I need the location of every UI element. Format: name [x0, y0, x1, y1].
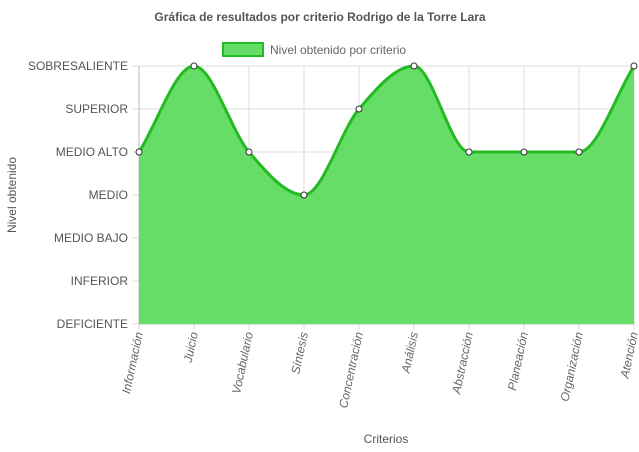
- x-axis-title: Criterios: [364, 432, 409, 446]
- x-tick-label: Abstracción: [449, 330, 476, 396]
- legend-swatch: [222, 42, 264, 57]
- data-point[interactable]: [520, 148, 528, 156]
- x-tick-label: Concentración: [336, 330, 366, 409]
- x-axis-ticks: Información Juicio Vocabulario Síntesis Conc…: [119, 330, 639, 409]
- series-line: [137, 64, 636, 197]
- x-tick-label: Síntesis: [288, 331, 311, 376]
- y-tick-label: DEFICIENTE: [57, 317, 128, 331]
- y-tick-label: SUPERIOR: [65, 102, 128, 116]
- y-tick-label: INFERIOR: [71, 274, 129, 288]
- x-tick-label: Vocabulario: [229, 330, 256, 395]
- x-tick-label: Atención: [617, 330, 639, 380]
- data-point[interactable]: [630, 62, 638, 70]
- legend[interactable]: Nivel obtenido por criterio: [222, 42, 406, 57]
- x-tick-label: Análisis: [398, 331, 421, 375]
- y-tick-label: MEDIO: [89, 188, 128, 202]
- x-tick-label: Juicio: [181, 330, 201, 364]
- y-tick-label: MEDIO BAJO: [54, 231, 128, 245]
- chart-title: Gráfica de resultados por criterio Rodri…: [154, 10, 486, 24]
- data-point[interactable]: [190, 62, 198, 70]
- data-points: [135, 62, 638, 199]
- y-axis-title: Nivel obtenido: [5, 157, 19, 233]
- data-point[interactable]: [300, 191, 308, 199]
- x-tick-label: Planeación: [505, 330, 531, 391]
- legend-label: Nivel obtenido por criterio: [270, 43, 406, 57]
- x-tick-label: Organización: [558, 330, 586, 402]
- plot-area: [137, 64, 636, 324]
- series-area: [139, 66, 634, 324]
- y-tick-label: SOBRESALIENTE: [28, 59, 128, 73]
- y-tick-label: MEDIO ALTO: [56, 145, 128, 159]
- y-axis-ticks: DEFICIENTE INFERIOR MEDIO BAJO MEDIO MEDIO A…: [28, 59, 128, 331]
- data-point[interactable]: [465, 148, 473, 156]
- data-point[interactable]: [135, 148, 143, 156]
- data-point[interactable]: [355, 105, 363, 113]
- x-tick-label: Información: [119, 330, 146, 395]
- data-point[interactable]: [245, 148, 253, 156]
- data-point[interactable]: [575, 148, 583, 156]
- data-point[interactable]: [410, 62, 418, 70]
